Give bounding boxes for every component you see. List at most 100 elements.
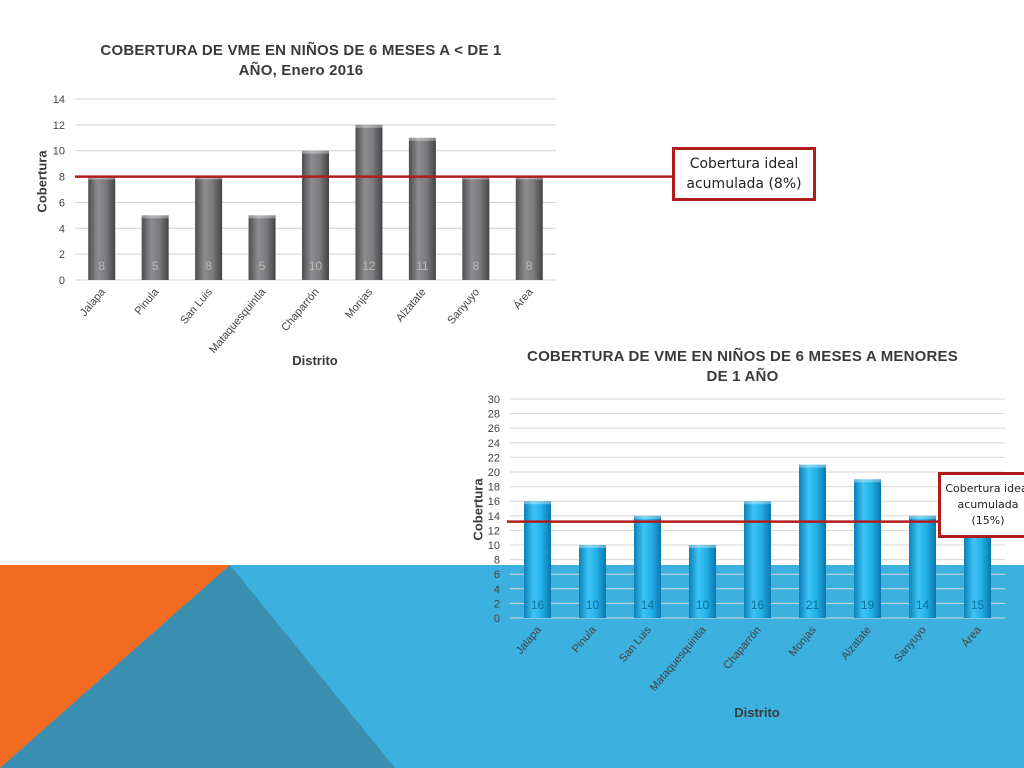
chart1-bar-highlight	[302, 150, 329, 154]
chart2-y-tick-label: 2	[494, 598, 500, 610]
chart2-data-label: 16	[751, 598, 765, 612]
chart2-data-label: 15	[971, 598, 985, 612]
chart1-data-label: 12	[362, 259, 376, 273]
chart1-bar-highlight	[462, 176, 490, 180]
chart1-bar-highlight	[248, 215, 276, 219]
chart2-category-label: Pinula	[570, 624, 599, 656]
chart1-bar	[141, 215, 169, 280]
chart1-category-label: Jalapa	[78, 286, 109, 319]
chart1-bar	[302, 150, 329, 280]
chart2-y-tick-label: 0	[494, 613, 500, 625]
chart1-ideal-callout: Cobertura ideal acumulada (8%)	[672, 147, 816, 201]
chart2-data-label: 14	[641, 598, 655, 612]
chart2-bar-highlight	[799, 464, 826, 468]
chart2-y-tick-label: 16	[488, 496, 500, 508]
chart2-y-tick-label: 24	[488, 438, 500, 450]
chart1-bar	[88, 176, 116, 280]
chart1-category-label: Sanyuyo	[445, 286, 482, 327]
chart2-ideal-callout: Cobertura ideal acumulada (15%)	[938, 472, 1024, 538]
chart2-data-label: 19	[861, 598, 875, 612]
chart2-category-label: Sanyuyo	[892, 624, 929, 665]
chart2-bar-highlight	[854, 479, 881, 483]
chart2-data-label: 10	[696, 598, 710, 612]
chart2-category-label: Monjas	[787, 624, 819, 659]
chart1-category-label: Pinula	[133, 286, 162, 318]
chart2-category-label: Jalapa	[514, 624, 545, 657]
chart2-bar-highlight	[524, 501, 551, 505]
chart1-bar-highlight	[408, 137, 436, 141]
chart1-bar	[195, 176, 223, 280]
chart2-bar	[579, 545, 606, 618]
chart1-bar	[462, 176, 490, 280]
chart2-category-label: Alzatate	[839, 624, 874, 662]
chart2-y-tick-label: 20	[488, 467, 500, 479]
chart1-bar	[515, 176, 543, 280]
chart2-y-tick-label: 4	[494, 584, 500, 596]
chart1-bar-highlight	[195, 176, 223, 180]
chart2-bar-highlight	[579, 545, 606, 548]
chart1-y-tick-label: 14	[53, 94, 65, 106]
chart1-y-tick-label: 12	[53, 120, 65, 132]
chart2-y-tick-label: 14	[488, 511, 500, 523]
chart1-y-tick-label: 2	[59, 249, 65, 261]
chart2-category-label: Mataquesquintla	[648, 624, 710, 694]
chart1-y-tick-label: 10	[53, 146, 65, 158]
chart1-category-label: San Luis	[178, 286, 215, 327]
chart1-category-label: Área	[511, 285, 536, 312]
chart1-data-label: 8	[472, 259, 479, 273]
chart1-bar	[248, 215, 276, 280]
chart1-data-label: 10	[309, 259, 323, 273]
chart2-category-label: Chaparrón	[721, 624, 764, 672]
chart1-title: COBERTURA DE VME EN NIÑOS DE 6 MESES A <…	[100, 42, 502, 79]
chart2-category-label: San Luis	[617, 624, 654, 665]
chart2-y-tick-label: 22	[488, 452, 500, 464]
chart2-x-axis-label: Distrito	[734, 705, 780, 720]
chart2-y-tick-label: 30	[488, 394, 500, 406]
chart2-bar-highlight	[634, 515, 661, 519]
chart2-bar	[634, 515, 661, 618]
chart1-category-label: Mataquesquintla	[207, 286, 269, 356]
chart2-y-tick-label: 6	[494, 569, 500, 581]
chart1-bar-highlight	[88, 176, 116, 180]
chart1-category-label: Monjas	[343, 286, 375, 321]
chart1-bar	[355, 124, 383, 280]
chart2-bar	[854, 479, 881, 618]
chart1-y-tick-label: 0	[59, 275, 65, 287]
chart2-y-tick-label: 8	[494, 555, 500, 567]
chart2-bar	[909, 515, 936, 618]
chart2-bar-highlight	[744, 501, 771, 505]
chart2-y-tick-label: 26	[488, 423, 500, 435]
chart2-bar	[799, 464, 826, 618]
chart1-bar-highlight	[515, 176, 543, 180]
chart2-data-label: 10	[586, 598, 600, 612]
chart2-bar	[689, 545, 716, 618]
chart2-data-label: 14	[916, 598, 930, 612]
chart1-category-label: Chaparrón	[279, 286, 322, 334]
chart2-data-label: 21	[806, 598, 820, 612]
chart2-data-label: 16	[531, 598, 545, 612]
chart1-x-axis-label: Distrito	[292, 353, 338, 368]
chart2-y-tick-label: 28	[488, 409, 500, 421]
chart1-bar	[408, 137, 436, 280]
teal-triangle	[0, 565, 395, 768]
chart2-bar-highlight	[689, 545, 716, 548]
chart1-data-label: 5	[259, 259, 266, 273]
chart1-bar-highlight	[355, 124, 383, 128]
chart1-y-tick-label: 8	[59, 172, 65, 184]
chart2-y-tick-label: 12	[488, 525, 500, 537]
chart1-bar-highlight	[141, 215, 169, 219]
chart1-data-label: 8	[98, 259, 105, 273]
chart1-y-tick-label: 4	[59, 223, 65, 235]
chart1-category-label: Alzatate	[394, 286, 429, 324]
chart1-data-label: 5	[152, 259, 159, 273]
chart1-y-tick-label: 6	[59, 197, 65, 209]
chart1-data-label: 8	[205, 259, 212, 273]
chart2-title: COBERTURA DE VME EN NIÑOS DE 6 MESES A M…	[527, 348, 958, 385]
chart1-data-label: 8	[526, 259, 533, 273]
chart2-category-label: Área	[959, 623, 984, 650]
chart2-bar-highlight	[909, 515, 936, 519]
chart1-data-label: 11	[416, 259, 429, 273]
chart2-y-tick-label: 10	[488, 540, 500, 552]
